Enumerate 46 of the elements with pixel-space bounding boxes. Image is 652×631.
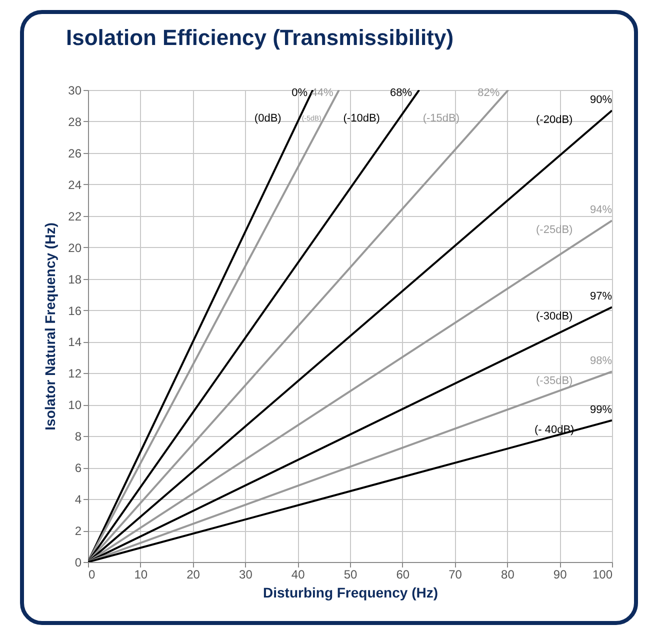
x-tick-label: 20 [186,568,200,582]
series-label: 82% [478,86,500,99]
x-tick-label: 90 [553,568,568,582]
chart-title: Isolation Efficiency (Transmissibility) [66,25,454,50]
y-tick-label: 24 [68,178,82,192]
y-tick-label: 22 [68,209,82,224]
annotation: (-25dB) [536,224,573,236]
x-axis-title: Disturbing Frequency (Hz) [262,584,438,600]
annotation: (-30dB) [536,310,573,323]
x-tick-label: 80 [501,568,515,582]
y-tick-label: 14 [68,335,82,350]
y-axis-title: Isolator Natural Frequency (Hz) [42,222,58,430]
y-tick-label: 18 [68,272,82,286]
x-tick-label: 70 [448,568,462,582]
series-label: 99% [590,404,612,416]
x-tick-label: 40 [291,568,306,582]
x-tick-label: 30 [239,568,253,582]
series-label: 98% [590,355,612,368]
x-tick-label: 0 [88,568,96,582]
annotation: (-10dB) [343,112,380,124]
y-tick-label: 16 [68,304,82,318]
y-tick-label: 2 [74,524,82,538]
y-tick-label: 0 [74,556,82,570]
x-tick-label: 100 [592,568,613,582]
annotation: (-15dB) [422,112,460,124]
y-tick-label: 10 [68,398,82,412]
series-label: 0% [292,86,308,99]
annotation: (0dB) [254,112,282,124]
y-tick-label: 6 [74,461,82,476]
series-label: 68% [390,86,412,99]
series-label: 97% [590,290,612,303]
y-tick-label: 28 [68,114,82,129]
series-label: 94% [590,204,612,216]
series-label: 90% [590,94,612,106]
annotation: (-35dB) [536,375,573,388]
y-tick-label: 4 [74,492,82,507]
y-tick-label: 26 [68,146,82,160]
y-tick-label: 8 [74,430,82,444]
x-tick-label: 50 [344,568,358,582]
x-tick-label: 10 [134,568,148,582]
series-label: 44% [311,86,334,99]
x-tick-label: 60 [396,568,410,582]
annotation: (-20dB) [536,114,573,126]
y-tick-label: 20 [68,240,82,255]
y-tick-label: 30 [68,84,82,98]
y-tick-label: 12 [68,366,82,381]
